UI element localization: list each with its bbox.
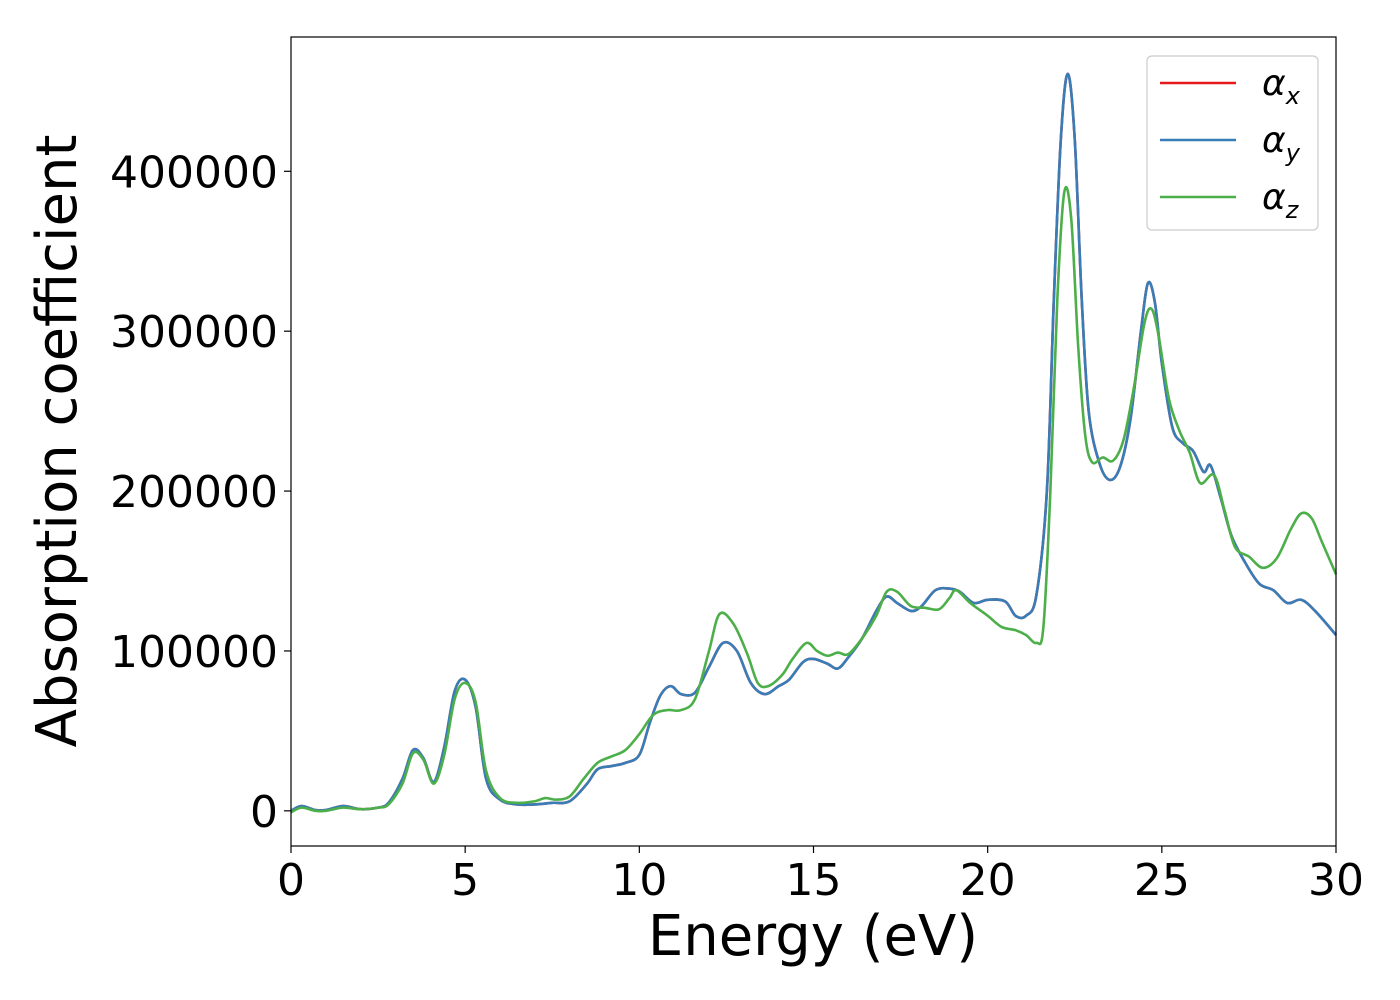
series-line-z	[290, 185, 1338, 814]
x-axis-ticks: 0 5 10 15 20 25 30	[277, 846, 1364, 906]
y-axis-ticks: 0 100000 200000 300000 400000	[110, 147, 291, 838]
y-tick-label: 0	[250, 787, 278, 838]
y-tick-label: 100000	[110, 627, 278, 678]
x-tick-label: 0	[277, 855, 305, 906]
x-tick-label: 10	[611, 855, 667, 906]
x-tick-label: 15	[786, 855, 842, 906]
y-tick-label: 300000	[110, 307, 278, 358]
y-axis-label: Absorption coefficient	[25, 135, 90, 748]
y-tick-label: 200000	[110, 467, 278, 518]
x-tick-label: 30	[1308, 855, 1364, 906]
legend-box	[1146, 55, 1319, 231]
x-axis-label: Energy (eV)	[648, 904, 978, 969]
x-tick-label: 20	[960, 855, 1016, 906]
x-tick-label: 5	[451, 855, 479, 906]
y-tick-label: 400000	[110, 147, 278, 198]
series-layer	[290, 72, 1338, 814]
x-tick-label: 25	[1134, 855, 1190, 906]
